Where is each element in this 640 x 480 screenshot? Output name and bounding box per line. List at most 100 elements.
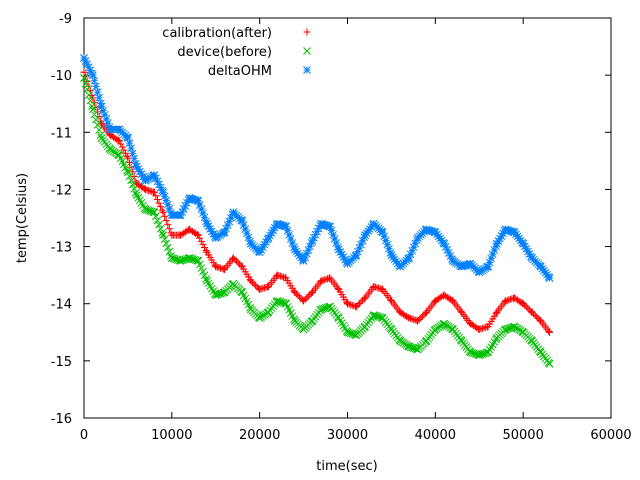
- data-point: [255, 314, 264, 322]
- data-point: [352, 303, 360, 311]
- data-point: [282, 274, 290, 282]
- data-point: [431, 228, 440, 237]
- data-point: [80, 68, 88, 76]
- data-point: [343, 328, 352, 337]
- x-tick-label: 0: [80, 428, 88, 443]
- x-tick-label: 20000: [239, 428, 280, 443]
- legend-marker: [303, 28, 311, 36]
- x-tick-label: 60000: [590, 428, 631, 443]
- y-tick-label: -10: [51, 69, 72, 84]
- data-point: [150, 208, 159, 217]
- data-point: [536, 262, 545, 271]
- data-point: [238, 217, 246, 225]
- data-point: [545, 274, 554, 282]
- data-point: [501, 225, 510, 234]
- data-point: [475, 268, 484, 277]
- data-point: [159, 188, 167, 197]
- data-point: [510, 322, 519, 331]
- x-tick-label: 30000: [327, 428, 368, 443]
- data-point: [97, 134, 106, 142]
- data-point: [387, 325, 396, 334]
- data-point: [519, 239, 528, 248]
- data-point: [115, 125, 123, 134]
- data-point: [502, 297, 510, 305]
- data-point: [475, 325, 483, 333]
- data-point: [528, 308, 536, 316]
- data-point: [264, 283, 272, 291]
- data-point: [106, 145, 115, 154]
- data-point: [413, 345, 422, 354]
- data-point: [229, 254, 237, 262]
- series-calibration-after-: [80, 68, 554, 336]
- data-point: [352, 331, 361, 339]
- data-point: [176, 211, 185, 219]
- data-point: [220, 228, 229, 237]
- data-point: [308, 237, 317, 245]
- data-point: [273, 271, 281, 279]
- data-point: [299, 257, 308, 265]
- data-point: [299, 325, 308, 334]
- data-point: [326, 274, 334, 282]
- data-point: [519, 300, 527, 308]
- data-point: [124, 168, 132, 177]
- data-point: [369, 219, 378, 228]
- data-point: [221, 265, 229, 273]
- x-tick-label: 50000: [502, 428, 543, 443]
- data-point: [449, 297, 457, 305]
- series-markers: [80, 74, 554, 368]
- data-point: [466, 320, 474, 328]
- data-point: [176, 257, 185, 265]
- data-point: [194, 257, 203, 265]
- data-point: [334, 314, 343, 322]
- legend-label: deltaOHM: [208, 64, 272, 79]
- data-point: [405, 342, 413, 351]
- data-point: [396, 337, 405, 345]
- data-point: [212, 263, 220, 271]
- data-point: [203, 277, 211, 285]
- data-point: [466, 259, 475, 268]
- data-point: [510, 228, 519, 237]
- data-point: [308, 317, 317, 325]
- data-point: [379, 285, 387, 293]
- data-point: [528, 337, 536, 345]
- data-point: [194, 197, 203, 205]
- data-point: [247, 277, 255, 285]
- data-point: [493, 308, 501, 316]
- data-point: [185, 194, 194, 202]
- data-point: [273, 297, 282, 305]
- data-point: [387, 251, 396, 259]
- data-point: [335, 285, 343, 293]
- data-point: [308, 288, 316, 296]
- data-point: [361, 322, 369, 331]
- data-point: [141, 177, 150, 185]
- data-point: [317, 277, 325, 285]
- data-point: [132, 191, 141, 199]
- data-point: [492, 239, 501, 248]
- data-point: [255, 248, 264, 257]
- data-point: [220, 288, 229, 297]
- data-point: [484, 262, 492, 271]
- data-point: [361, 231, 369, 239]
- data-point: [167, 211, 176, 219]
- data-point: [203, 248, 211, 256]
- data-point: [422, 337, 431, 345]
- data-point: [484, 348, 492, 357]
- data-point: [88, 71, 97, 79]
- data-point: [97, 102, 106, 111]
- data-point: [326, 222, 334, 231]
- data-point: [546, 328, 554, 336]
- data-point: [378, 314, 387, 322]
- data-point: [115, 151, 123, 159]
- axis-ticks: [83, 17, 612, 419]
- y-tick-label: -13: [51, 241, 72, 256]
- y-tick-label: -9: [59, 12, 72, 27]
- data-point: [185, 225, 193, 233]
- data-point: [396, 262, 405, 271]
- data-point: [177, 231, 185, 239]
- data-point: [185, 254, 194, 262]
- data-point: [370, 283, 378, 291]
- data-point: [361, 294, 369, 302]
- data-point: [414, 317, 422, 325]
- data-point: [229, 279, 238, 288]
